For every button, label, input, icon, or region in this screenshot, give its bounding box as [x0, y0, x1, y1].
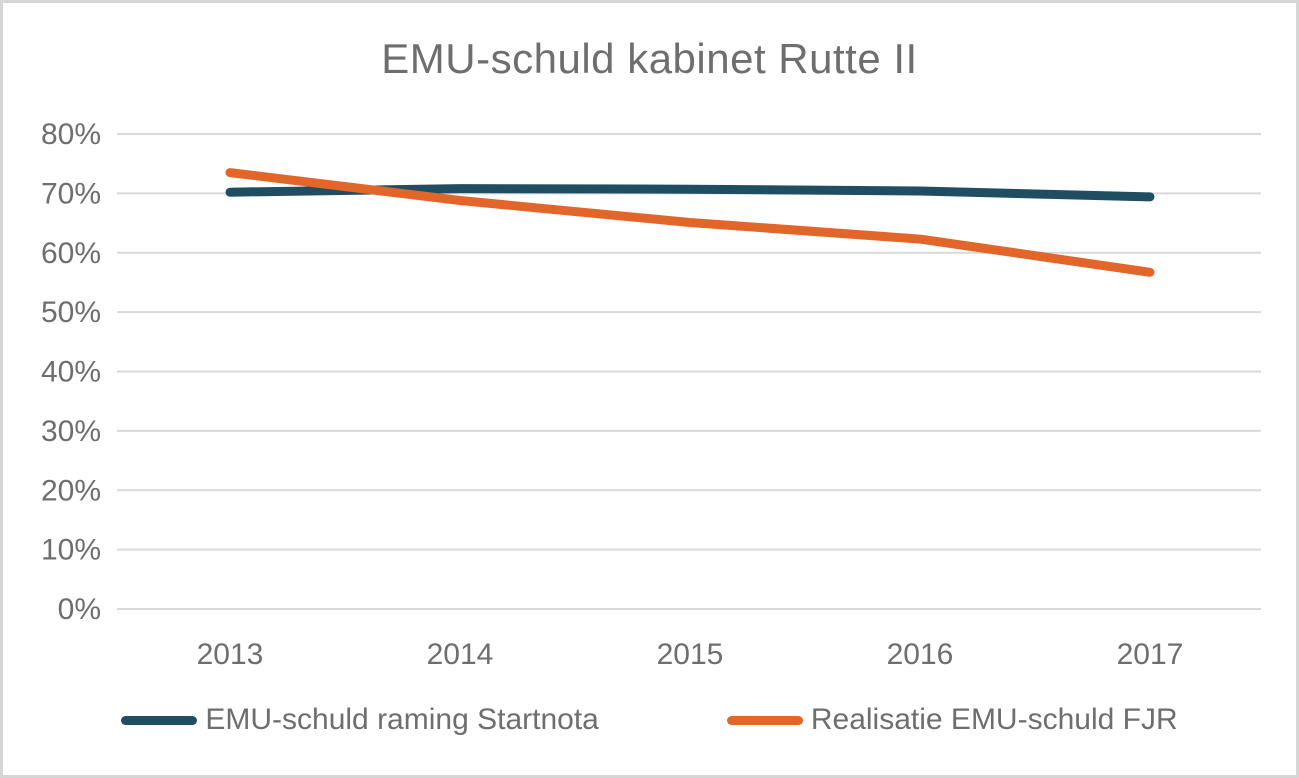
- legend-label-realisatie: Realisatie EMU-schuld FJR: [810, 703, 1178, 736]
- x-axis-tick-label: 2017: [1117, 638, 1184, 671]
- legend-swatch-realisatie-icon: [726, 715, 803, 725]
- chart-legend: EMU-schuld raming Startnota Realisatie E…: [3, 703, 1296, 737]
- legend-item-realisatie: Realisatie EMU-schuld FJR: [726, 703, 1178, 737]
- legend-item-startnota: EMU-schuld raming Startnota: [121, 703, 599, 737]
- legend-swatch-startnota-icon: [121, 715, 198, 725]
- x-axis-tick-label: 2013: [197, 638, 264, 671]
- y-axis-tick-label: 30%: [41, 415, 101, 448]
- y-axis-tick-label: 40%: [41, 356, 101, 389]
- y-axis-tick-label: 0%: [58, 593, 101, 626]
- y-axis-tick-label: 50%: [41, 296, 101, 329]
- chart-title: EMU-schuld kabinet Rutte II: [381, 35, 918, 82]
- series-line-realisatie-emu-schuld-fjr: [225, 168, 1155, 277]
- line-chart-plot-area: 80% 70% 60% 50% 40% 30% 20% 10% 0% 2013 2014 2015 20…: [41, 118, 1261, 671]
- y-axis-tick-label: 10%: [41, 534, 101, 567]
- y-axis-tick-label: 70%: [41, 177, 101, 210]
- x-axis-tick-label: 2016: [887, 638, 954, 671]
- y-axis-tick-label: 20%: [41, 474, 101, 507]
- x-axis-tick-label: 2015: [657, 638, 724, 671]
- legend-label-startnota: EMU-schuld raming Startnota: [205, 703, 599, 736]
- y-axis-tick-label: 60%: [41, 237, 101, 270]
- y-axis-tick-label: 80%: [41, 118, 101, 151]
- x-axis-tick-label: 2014: [427, 638, 494, 671]
